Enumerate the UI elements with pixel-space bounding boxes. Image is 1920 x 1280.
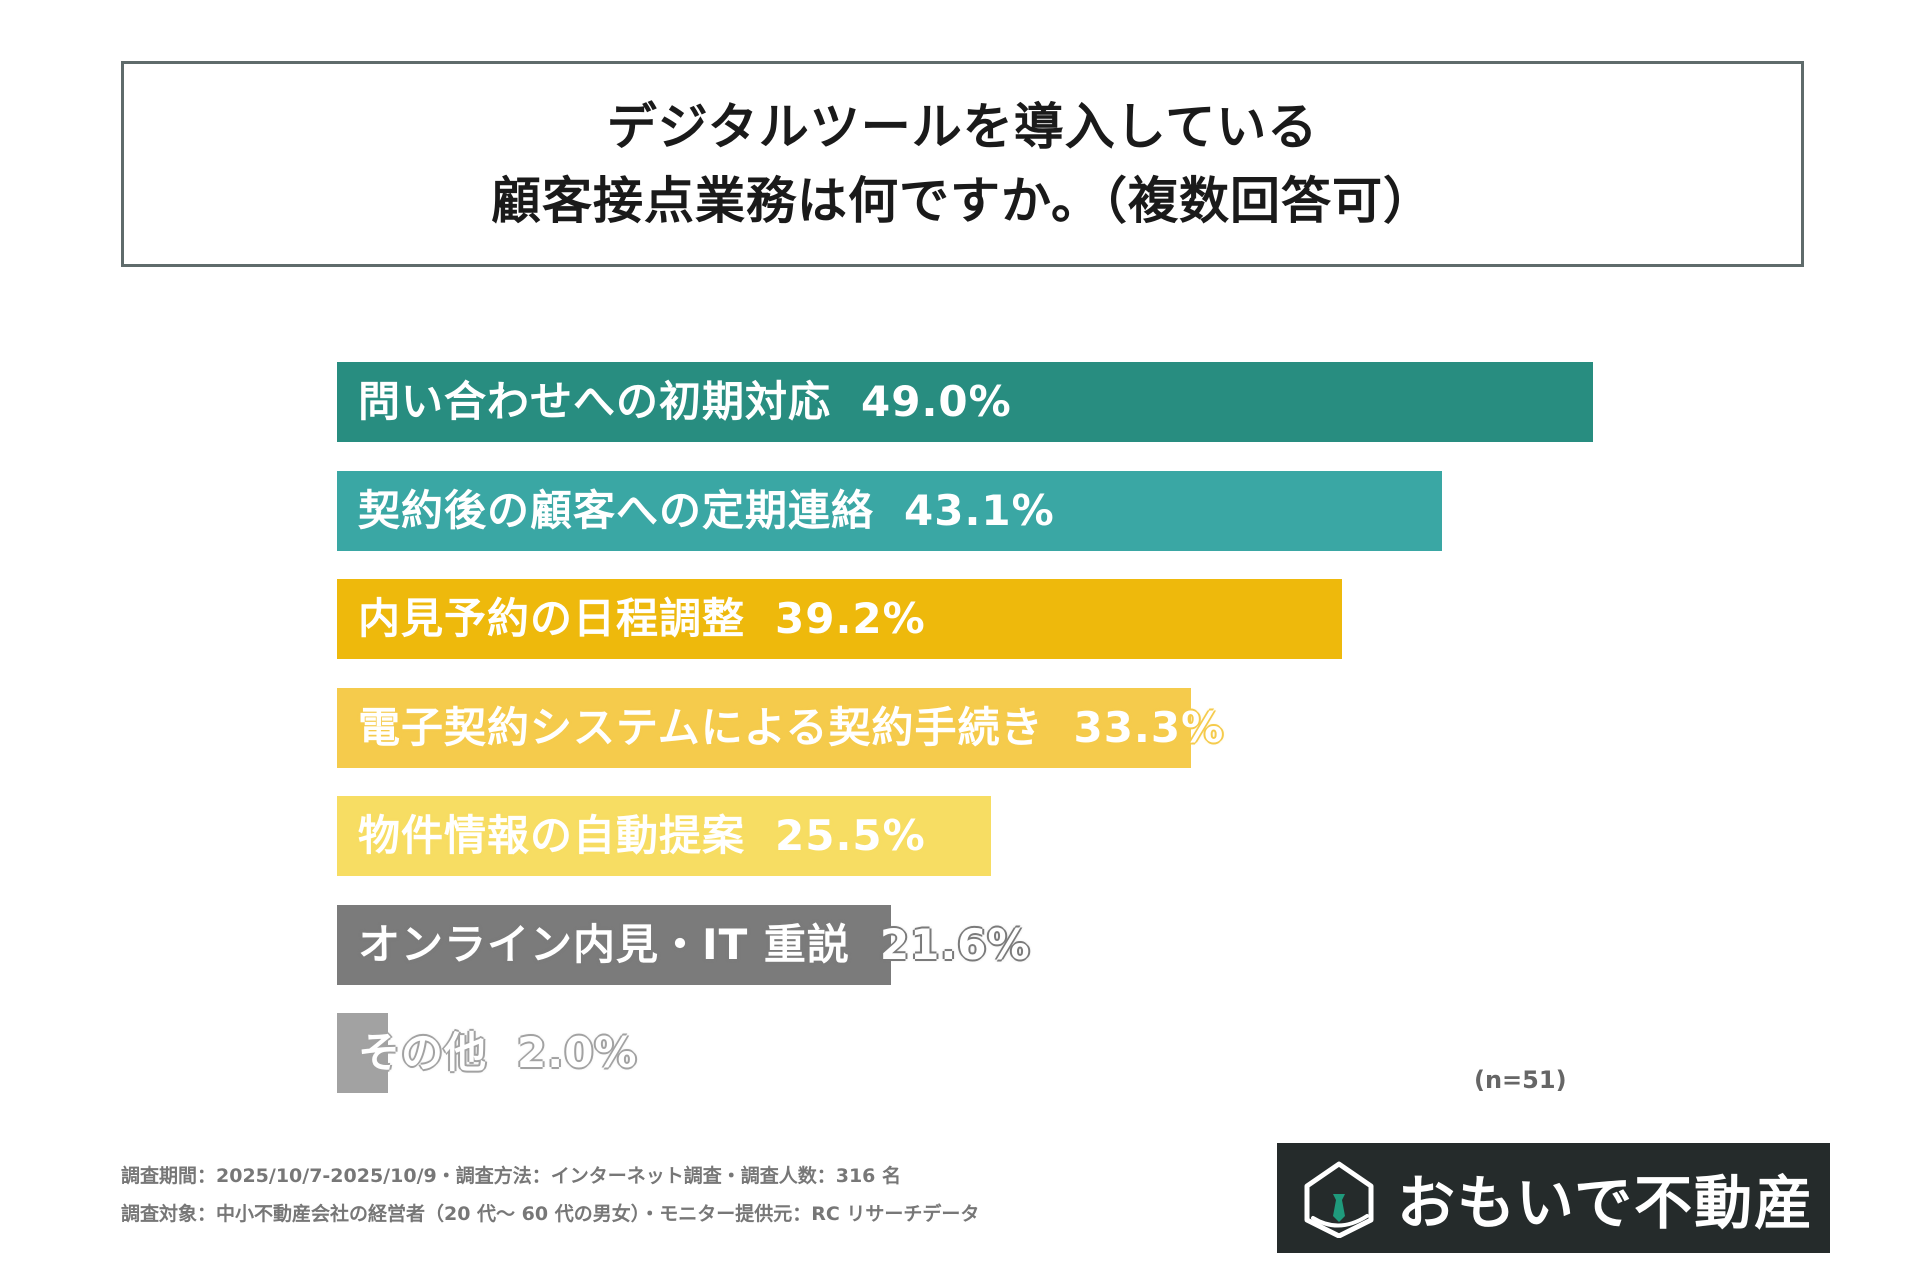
- category-label: 電子契約システムによる契約手続き: [358, 703, 1044, 752]
- title-box: デジタルツールを導入している 顧客接点業務は何ですか。（複数回答可）: [121, 61, 1804, 267]
- bar-label-1: 問い合わせへの初期対応 49.0%: [358, 362, 1012, 442]
- value-label: 21.6%: [879, 920, 1031, 969]
- bar-7: [337, 1013, 388, 1093]
- value-label: 25.5%: [775, 811, 926, 860]
- survey-target-note: 調査対象：中小不動産会社の経営者（20 代～ 60 代の男女）・モニター提供元：…: [121, 1203, 980, 1225]
- value-label: 49.0%: [861, 377, 1012, 426]
- bar-6: [337, 905, 891, 985]
- brand-logo: おもいで不動産: [1277, 1143, 1830, 1253]
- bar-label-7: その他 2.0%: [358, 1013, 638, 1093]
- category-label: オンライン内見・IT 重説: [358, 920, 850, 969]
- bar-4: [337, 688, 1191, 768]
- value-label: 2.0%: [517, 1028, 638, 1077]
- bar-3: [337, 579, 1342, 659]
- title-line-2: 顧客接点業務は何ですか。（複数回答可）: [491, 172, 1434, 230]
- bar-label-3: 内見予約の日程調整 39.2%: [358, 579, 926, 659]
- logo-text: おもいで不動産: [1397, 1169, 1815, 1237]
- title-line-1: デジタルツールを導入している: [606, 98, 1319, 156]
- category-label: 内見予約の日程調整: [358, 594, 746, 643]
- bar-label-2: 契約後の顧客への定期連絡 43.1%: [358, 471, 1055, 551]
- bar-2: [337, 471, 1442, 551]
- bar-label-4: 電子契約システムによる契約手続き 33.3%: [358, 688, 1224, 768]
- category-label: 問い合わせへの初期対応: [358, 377, 832, 426]
- category-label: 契約後の顧客への定期連絡: [358, 486, 875, 535]
- survey-period-note: 調査期間：2025/10/7-2025/10/9・調査方法：インターネット調査・…: [121, 1165, 902, 1187]
- sample-size-note: (n=51): [1474, 1066, 1567, 1094]
- house-necktie-icon: [1304, 1161, 1374, 1238]
- value-label: 33.3%: [1073, 703, 1225, 752]
- value-label: 39.2%: [775, 594, 926, 643]
- bar-5: [337, 796, 991, 876]
- bar-label-5: 物件情報の自動提案 25.5%: [358, 796, 926, 876]
- category-label: 物件情報の自動提案: [358, 811, 746, 860]
- category-label: その他: [358, 1028, 488, 1077]
- bar-label-6: オンライン内見・IT 重説 21.6%: [358, 905, 1031, 985]
- bar-1: [337, 362, 1593, 442]
- value-label: 43.1%: [904, 486, 1055, 535]
